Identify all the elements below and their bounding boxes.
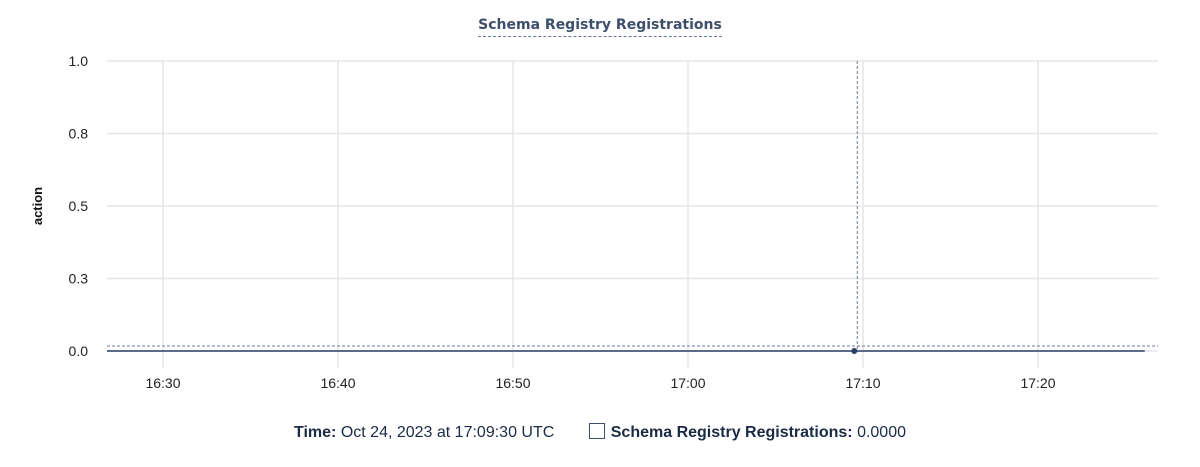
hover-point: [851, 348, 858, 354]
series-checkbox[interactable]: [588, 423, 605, 439]
chart-title[interactable]: Schema Registry Registrations: [478, 17, 722, 37]
y-tick-label: 1.0: [69, 53, 89, 69]
x-tick-label: 16:40: [320, 375, 355, 391]
y-tick-label: 0.3: [69, 271, 89, 287]
y-tick-label: 0.0: [69, 343, 89, 359]
time-value: Oct 24, 2023 at 17:09:30 UTC: [340, 424, 555, 441]
x-tick-label: 17:10: [845, 375, 880, 391]
y-tick-label: 0.5: [69, 198, 89, 214]
x-tick-label: 17:00: [670, 375, 705, 391]
hover-legend: Time: Oct 24, 2023 at 17:09:30 UTC Schem…: [0, 423, 1200, 442]
time-label: Time:: [293, 424, 337, 441]
x-tick-label: 16:50: [495, 375, 530, 391]
x-tick-label: 16:30: [145, 375, 180, 391]
series-value: 0.0000: [857, 424, 906, 441]
series-label: Schema Registry Registrations:: [610, 424, 853, 441]
x-tick-label: 17:20: [1020, 375, 1055, 391]
y-axis-label: action: [30, 187, 45, 225]
y-tick-label: 0.8: [69, 126, 89, 142]
